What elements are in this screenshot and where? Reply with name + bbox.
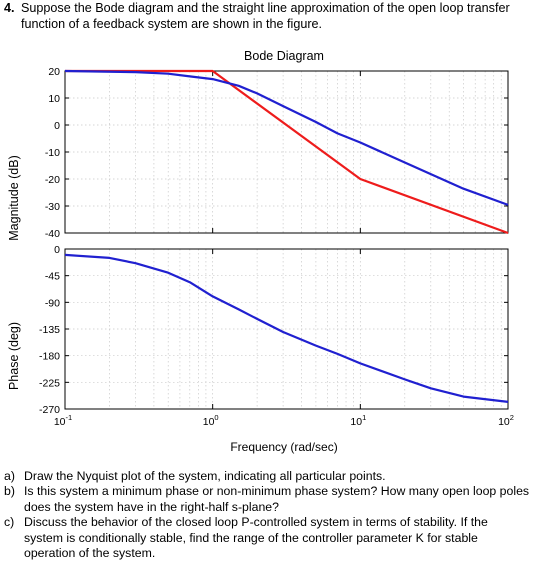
x-axis-label: Frequency (rad/sec) (230, 440, 337, 454)
y-tick-label: 20 (48, 66, 60, 78)
y-tick-label: -180 (39, 351, 60, 363)
y-tick-label: -30 (45, 201, 60, 213)
magnitude-exact-line (64, 69, 509, 206)
y-tick-label: -20 (45, 174, 60, 186)
y-tick-label: -40 (45, 228, 60, 240)
subquestion-b: b) Is this system a minimum phase or non… (4, 484, 530, 515)
phase-grid (65, 249, 508, 409)
x-tick-label: 102 (498, 413, 514, 428)
magnitude-ylabel: Magnitude (dB) (7, 155, 21, 240)
magnitude-grid (65, 71, 508, 233)
subquestion-text: Discuss the behavior of the closed loop … (24, 515, 488, 561)
x-tick-label: 101 (350, 413, 366, 428)
x-tick-labels: 10-1 100 101 102 (54, 71, 514, 428)
subquestion-a: a) Draw the Nyquist plot of the system, … (4, 469, 530, 484)
y-tick-label: 0 (54, 244, 60, 256)
question-number: 4. (4, 1, 15, 15)
chart-title: Bode Diagram (244, 49, 324, 63)
phase-exact-line (64, 253, 509, 403)
y-tick-label: -225 (39, 377, 60, 389)
subquestion-text: Is this system a minimum phase or non-mi… (24, 484, 530, 514)
x-tick-label: 10-1 (54, 413, 72, 428)
magnitude-y-ticks: 20 10 0 -10 -20 -30 -40 (45, 66, 508, 240)
y-tick-label: -270 (39, 404, 60, 416)
y-tick-label: -10 (45, 147, 60, 159)
subquestion-letter: c) (4, 515, 15, 530)
y-tick-label: -45 (45, 271, 60, 283)
subquestion-letter: b) (4, 484, 15, 499)
phase-y-ticks: 0 -45 -90 -135 -180 -225 -270 (39, 244, 508, 416)
magnitude-asymptote-line (65, 69, 509, 235)
y-tick-label: -135 (39, 324, 60, 336)
subquestion-c: c) Discuss the behavior of the closed lo… (4, 515, 530, 561)
subquestion-letter: a) (4, 469, 15, 483)
subquestion-list: a) Draw the Nyquist plot of the system, … (4, 469, 530, 561)
y-tick-label: -90 (45, 297, 60, 309)
x-tick-label: 100 (203, 413, 219, 428)
question-text: Suppose the Bode diagram and the straigh… (21, 1, 510, 31)
subquestion-text: Draw the Nyquist plot of the system, ind… (24, 469, 386, 483)
y-tick-label: 0 (54, 120, 60, 132)
y-tick-label: 10 (48, 93, 60, 105)
phase-ylabel: Phase (deg) (7, 322, 21, 390)
